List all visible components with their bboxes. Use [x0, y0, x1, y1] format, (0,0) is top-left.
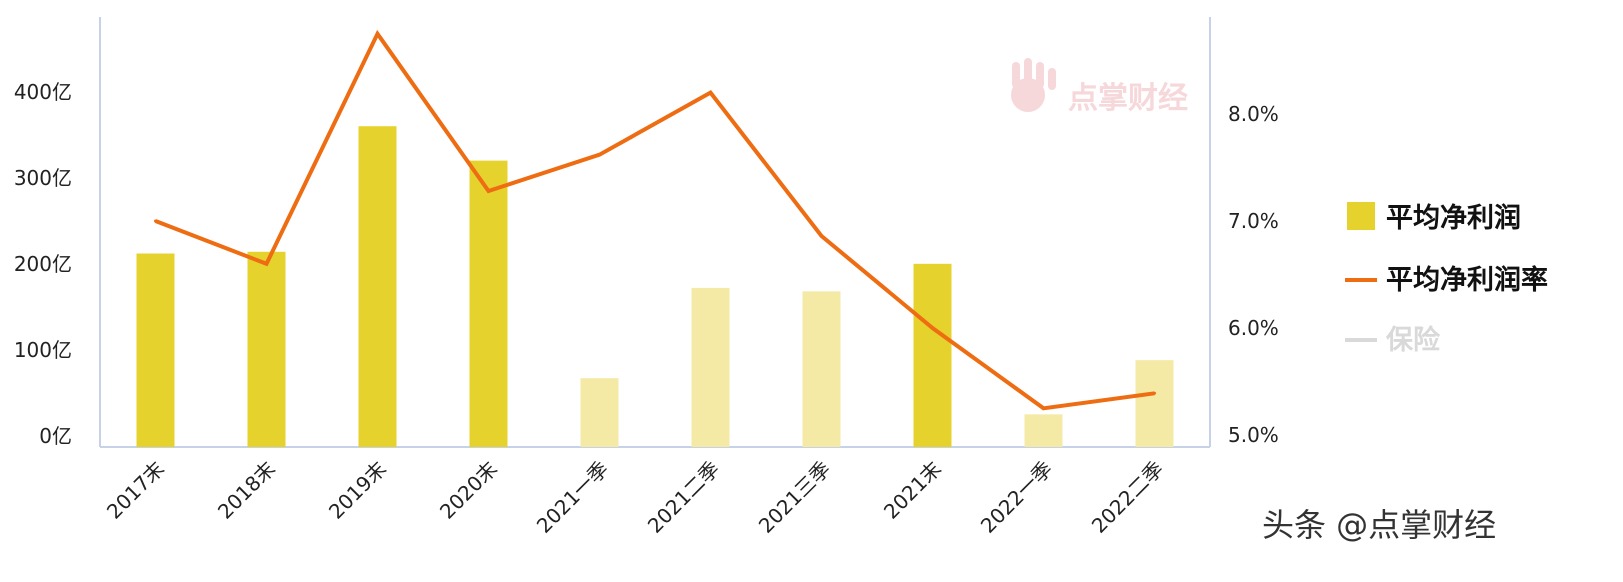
- right-tick-label: 7.0%: [1228, 209, 1279, 233]
- line-series: [154, 29, 1156, 411]
- x-tick-label: 2022二季: [1087, 457, 1168, 538]
- right-tick-label: 8.0%: [1228, 102, 1279, 126]
- left-tick-label: 200亿: [14, 252, 72, 276]
- x-tick-label: 2022一季: [976, 457, 1057, 538]
- line-point: [598, 153, 601, 157]
- bar: [913, 263, 952, 447]
- line-point: [154, 219, 157, 223]
- x-tick-label: 2019末: [324, 457, 391, 524]
- bar: [1135, 360, 1174, 447]
- line-point: [820, 234, 823, 238]
- left-tick-label: 400亿: [14, 80, 72, 104]
- bar: [691, 287, 730, 447]
- legend-label-bar: 平均净利润: [1386, 202, 1521, 234]
- line-point: [1153, 391, 1156, 395]
- bar: [802, 291, 841, 447]
- watermark-text: 点掌财经: [1068, 81, 1188, 116]
- right-tick-labels: 5.0% 6.0% 7.0% 8.0%: [1228, 102, 1279, 447]
- line-point: [931, 326, 934, 330]
- watermark-hand-icon: [1011, 58, 1056, 112]
- line-point: [1042, 406, 1045, 410]
- left-tick-label: 100亿: [14, 338, 72, 362]
- bar: [358, 126, 397, 447]
- watermark: 点掌财经: [1011, 58, 1188, 116]
- x-tick-label: 2021一季: [532, 457, 613, 538]
- left-tick-labels: 0亿 100亿 200亿 300亿 400亿: [14, 80, 72, 448]
- legend: 平均净利润 平均净利润率 保险: [1345, 202, 1548, 356]
- bar-series: [136, 126, 1174, 447]
- bar: [247, 251, 286, 447]
- x-tick-label: 2021三季: [754, 457, 835, 538]
- x-tick-label: 2018末: [213, 457, 280, 524]
- x-tick-labels: 2017末 2018末 2019末 2020末 2021一季 2021二季 2021三季 20…: [102, 457, 1168, 538]
- bar: [469, 160, 508, 447]
- line-point: [709, 91, 712, 95]
- line-point: [376, 32, 379, 36]
- left-tick-label: 0亿: [39, 424, 72, 448]
- right-tick-label: 5.0%: [1228, 423, 1279, 447]
- x-tick-label: 2020末: [435, 457, 502, 524]
- right-tick-label: 6.0%: [1228, 316, 1279, 340]
- line-point: [487, 189, 490, 193]
- line-path: [154, 29, 1155, 411]
- bar: [580, 378, 619, 447]
- legend-swatch-bar: [1347, 202, 1375, 230]
- credit-text: 头条 @点掌财经: [1262, 506, 1496, 544]
- line-point: [265, 262, 268, 266]
- legend-label-muted: 保险: [1385, 324, 1441, 356]
- left-tick-label: 300亿: [14, 166, 72, 190]
- x-tick-label: 2021二季: [643, 457, 724, 538]
- legend-label-line: 平均净利润率: [1386, 264, 1548, 296]
- bar: [1024, 414, 1063, 447]
- x-tick-label: 2017末: [102, 457, 169, 524]
- bar: [136, 253, 175, 447]
- x-tick-label: 2021末: [879, 457, 946, 524]
